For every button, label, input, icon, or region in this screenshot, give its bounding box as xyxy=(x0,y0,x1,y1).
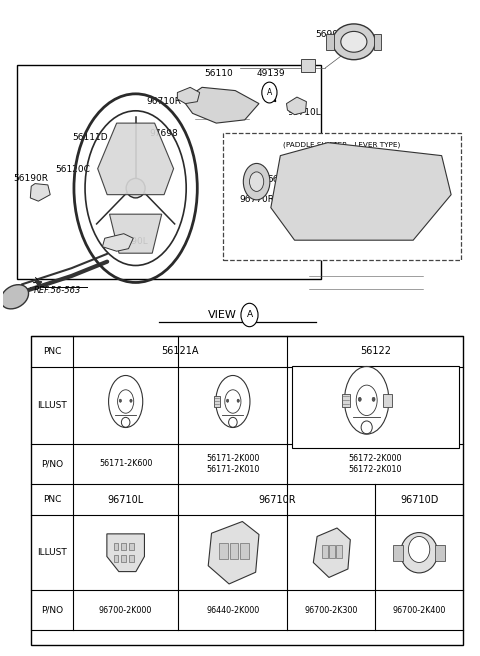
Bar xyxy=(435,545,445,560)
Polygon shape xyxy=(178,87,200,104)
Bar xyxy=(374,34,382,50)
Polygon shape xyxy=(183,87,259,123)
Bar xyxy=(114,543,119,550)
Ellipse shape xyxy=(1,285,28,309)
Ellipse shape xyxy=(356,385,377,415)
Circle shape xyxy=(372,398,375,401)
Bar xyxy=(223,133,461,260)
Text: ILLUST: ILLUST xyxy=(37,548,67,557)
Ellipse shape xyxy=(408,537,430,562)
Text: 56172-2K000
56172-2K010: 56172-2K000 56172-2K010 xyxy=(348,453,402,474)
Bar xyxy=(326,34,334,50)
Bar xyxy=(121,556,126,562)
Circle shape xyxy=(243,163,270,200)
Text: 56171: 56171 xyxy=(389,375,414,384)
Circle shape xyxy=(237,399,240,402)
Text: 96710L: 96710L xyxy=(108,495,144,504)
Text: PNC: PNC xyxy=(43,495,61,504)
Polygon shape xyxy=(208,522,259,584)
Text: 56190L: 56190L xyxy=(114,237,148,246)
Bar xyxy=(114,556,119,562)
Bar xyxy=(219,543,228,559)
Text: (PADDLE SHIFTER - LEVER TYPE): (PADDLE SHIFTER - LEVER TYPE) xyxy=(283,141,401,148)
Text: 56120C: 56120C xyxy=(268,175,302,184)
Polygon shape xyxy=(102,234,133,251)
Text: 56190R: 56190R xyxy=(14,174,49,183)
Circle shape xyxy=(227,399,228,402)
Bar xyxy=(341,394,350,407)
Text: REF.56-563: REF.56-563 xyxy=(34,286,81,295)
Polygon shape xyxy=(97,123,174,195)
Polygon shape xyxy=(107,534,144,571)
Polygon shape xyxy=(109,214,162,253)
Text: 96710L: 96710L xyxy=(287,108,321,117)
Text: A: A xyxy=(267,88,272,97)
Bar xyxy=(383,394,392,407)
Polygon shape xyxy=(313,528,350,577)
Polygon shape xyxy=(263,86,276,102)
Polygon shape xyxy=(35,281,42,286)
Bar xyxy=(129,556,133,562)
Circle shape xyxy=(130,399,132,402)
Text: VIEW: VIEW xyxy=(207,310,237,320)
Bar xyxy=(214,396,220,407)
Bar xyxy=(394,545,403,560)
Bar xyxy=(301,59,315,72)
Bar xyxy=(322,545,328,558)
Ellipse shape xyxy=(126,178,145,198)
Circle shape xyxy=(119,399,121,402)
Circle shape xyxy=(250,172,264,192)
Text: ILLUST: ILLUST xyxy=(37,401,67,410)
Ellipse shape xyxy=(333,24,375,60)
Polygon shape xyxy=(287,97,306,115)
Text: 96770L: 96770L xyxy=(280,216,314,225)
Bar xyxy=(31,336,463,646)
Polygon shape xyxy=(271,142,451,240)
Ellipse shape xyxy=(225,390,241,413)
Bar xyxy=(240,543,249,559)
Text: 56121A: 56121A xyxy=(161,346,199,356)
Bar xyxy=(17,64,321,279)
Text: P/NO: P/NO xyxy=(41,459,63,468)
Text: 96710R: 96710R xyxy=(146,97,181,106)
Text: 96710R: 96710R xyxy=(258,495,296,504)
Bar xyxy=(336,545,342,558)
Text: 56122: 56122 xyxy=(360,346,391,356)
Circle shape xyxy=(262,82,277,103)
Circle shape xyxy=(241,303,258,327)
Text: 96700-2K400: 96700-2K400 xyxy=(393,605,446,615)
Ellipse shape xyxy=(118,390,134,413)
Ellipse shape xyxy=(401,533,438,573)
Polygon shape xyxy=(30,184,50,201)
Text: 96710D: 96710D xyxy=(400,495,438,504)
Ellipse shape xyxy=(341,31,367,52)
Text: 56111D: 56111D xyxy=(73,133,108,142)
Bar xyxy=(292,367,459,447)
Bar xyxy=(229,543,238,559)
Text: 97698: 97698 xyxy=(150,129,179,138)
Text: 56171-2K000
56171-2K010: 56171-2K000 56171-2K010 xyxy=(206,453,260,474)
Text: P/NO: P/NO xyxy=(41,605,63,615)
Text: 96440-2K000: 96440-2K000 xyxy=(206,605,260,615)
Text: 96770R: 96770R xyxy=(239,195,274,205)
Text: 56120C: 56120C xyxy=(56,165,90,174)
Bar xyxy=(329,545,335,558)
Text: 56110: 56110 xyxy=(204,68,233,77)
Text: 96700-2K300: 96700-2K300 xyxy=(305,605,358,615)
Text: PNC: PNC xyxy=(43,347,61,356)
Text: 49139: 49139 xyxy=(256,68,285,77)
Text: 56900: 56900 xyxy=(316,30,345,39)
Text: 56171-2K600: 56171-2K600 xyxy=(99,459,152,468)
Text: A: A xyxy=(246,310,252,319)
Bar xyxy=(129,543,133,550)
Circle shape xyxy=(358,398,361,401)
Bar xyxy=(121,543,126,550)
Text: 96700-2K000: 96700-2K000 xyxy=(99,605,152,615)
